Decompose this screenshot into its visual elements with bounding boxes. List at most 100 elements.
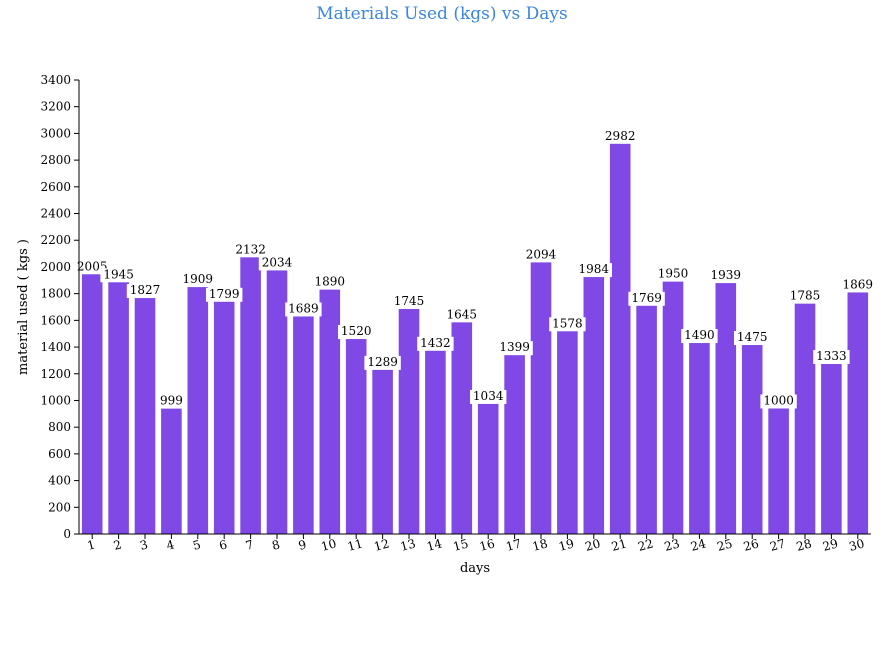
y-tick-label: 1000 (40, 393, 71, 407)
data-label: 1520 (338, 324, 375, 340)
x-tick-label: 23 (663, 536, 681, 553)
data-label: 1289 (364, 355, 401, 370)
data-label-background (549, 317, 586, 332)
data-label-text: 1799 (209, 287, 240, 301)
bar (161, 400, 182, 534)
data-label-background (654, 267, 692, 282)
x-tick-label: 22 (636, 536, 654, 553)
chart-title: Materials Used (kgs) vs Days (316, 4, 568, 24)
x-tick-label: 27 (768, 536, 786, 553)
data-label: 1475 (734, 330, 771, 346)
data-label: 2982 (602, 129, 639, 144)
x-tick-label: 10 (320, 536, 338, 553)
y-axis-title: material used ( kgs ) (16, 239, 31, 375)
data-label: 1827 (126, 283, 164, 299)
data-label: 1939 (707, 268, 744, 284)
x-tick-label: 12 (372, 536, 390, 553)
x-tick-label: 24 (689, 536, 708, 554)
data-label: 1769 (628, 291, 665, 306)
x-tick-label: 17 (504, 536, 522, 553)
bar (293, 308, 314, 534)
data-label: 2132 (232, 242, 269, 258)
data-label: 1945 (100, 267, 137, 283)
x-tick-label: 20 (584, 536, 602, 553)
data-label-background (232, 243, 269, 258)
x-tick-label: 25 (716, 536, 734, 553)
y-axis-ticks: 0 200 400 600 800 1000 1200 1400 1600 1800 2000 220… (40, 73, 79, 541)
x-axis-ticks: 1 2 3 4 5 6 7 8 9 10 11 12 13 14 15 16 17 18 19 20 21 22 23 24 2… (86, 534, 866, 554)
y-tick-label: 3000 (40, 126, 71, 140)
bar (504, 347, 525, 534)
data-label-text: 1827 (130, 283, 161, 297)
bar (108, 274, 129, 534)
data-label-text: 2982 (605, 129, 636, 143)
data-label: 1399 (496, 340, 533, 356)
bar (530, 254, 552, 534)
x-tick-label: 18 (531, 536, 549, 553)
data-label-text: 2094 (526, 247, 557, 261)
bar (425, 342, 446, 534)
data-label-background (681, 329, 718, 344)
data-label-text: 1645 (447, 307, 478, 321)
y-tick-label: 2400 (40, 207, 71, 221)
y-tick-label: 2600 (40, 180, 71, 194)
y-tick-label: 1600 (40, 313, 71, 327)
data-label-text: 1890 (315, 275, 346, 289)
data-label-background (258, 256, 296, 271)
bar (451, 314, 473, 534)
data-label-text: 1939 (711, 268, 742, 282)
data-label-text: 1578 (552, 316, 583, 330)
x-tick-label: 4 (165, 537, 176, 553)
data-label-text: 1909 (183, 272, 214, 286)
bar (741, 337, 763, 534)
data-label-text: 1000 (763, 393, 794, 407)
data-label-text: 1333 (816, 349, 847, 363)
data-label-text: 1945 (103, 267, 134, 281)
x-tick-label: 8 (270, 537, 281, 553)
data-label-background (707, 269, 744, 284)
data-label-background (470, 389, 507, 404)
data-label-text: 1399 (499, 340, 530, 354)
data-label-background (602, 129, 639, 144)
x-tick-label: 1 (86, 537, 97, 553)
y-tick-label: 1400 (40, 340, 71, 354)
data-label-background (760, 394, 797, 409)
y-tick-label: 600 (48, 447, 71, 461)
bar (187, 279, 209, 534)
data-label-background (338, 325, 375, 340)
data-label-background (390, 294, 428, 309)
data-label-text: 2132 (235, 242, 266, 256)
y-tick-label: 1800 (40, 287, 71, 301)
bar (583, 269, 605, 534)
data-label-background (813, 350, 850, 365)
data-label-text: 1490 (684, 328, 715, 342)
bar (715, 275, 737, 534)
data-label: 1645 (443, 307, 480, 323)
data-label-background (734, 331, 771, 346)
bar (398, 300, 420, 534)
y-tick-label: 1200 (40, 367, 71, 381)
data-label-background (364, 355, 401, 370)
y-tick-label: 2800 (40, 153, 71, 167)
bar (689, 335, 710, 534)
bar (372, 361, 393, 534)
data-label: 1578 (549, 316, 586, 332)
data-label-text: 1034 (473, 389, 504, 403)
y-tick-label: 200 (48, 500, 71, 514)
bar (794, 295, 816, 534)
bar (557, 323, 578, 534)
data-label-text: 1289 (367, 355, 398, 369)
data-label-text: 1745 (394, 294, 425, 308)
data-label: 1890 (311, 275, 348, 290)
y-tick-label: 400 (48, 474, 71, 488)
x-axis-title: days (460, 561, 490, 576)
x-tick-label: 6 (218, 537, 229, 553)
data-label: 1432 (417, 336, 454, 351)
data-label-background (786, 289, 824, 304)
data-label-background (179, 273, 216, 288)
data-label-text: 1950 (658, 267, 689, 281)
data-label-text: 2034 (262, 255, 293, 269)
x-tick-label: 19 (557, 536, 575, 553)
x-tick-label: 14 (425, 536, 444, 554)
data-label-text: 1769 (631, 291, 662, 305)
